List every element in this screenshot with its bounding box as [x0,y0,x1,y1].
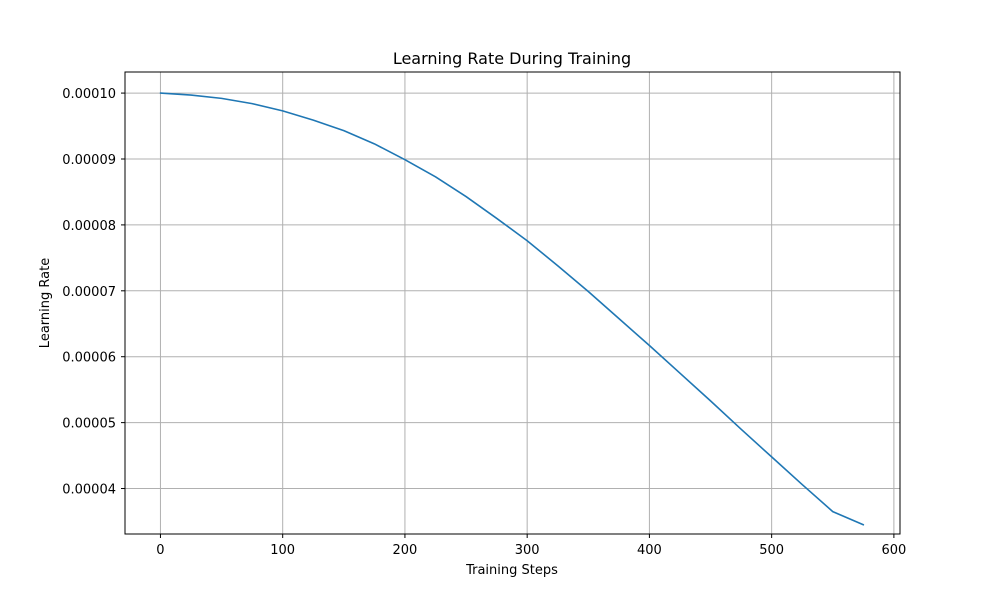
x-axis-label: Training Steps [465,563,558,578]
x-tick-label: 300 [515,543,540,558]
x-tick-label: 500 [759,543,784,558]
grid-layer [125,72,900,534]
y-axis-label: Learning Rate [38,258,53,348]
x-tick-label: 400 [637,543,662,558]
x-tick-label: 200 [393,543,418,558]
x-tick-label: 0 [156,543,164,558]
chart-title: Learning Rate During Training [393,49,631,68]
y-tick-label: 0.00009 [62,153,116,168]
x-tick-label: 600 [881,543,906,558]
tick-layer: 0 100 200 300 400 500 600 0.00004 0.00005 0.00006… [62,87,906,558]
plot-frame [124,71,901,535]
x-tick-label: 100 [270,543,295,558]
y-tick-label: 0.00008 [62,219,116,234]
series-layer [159,92,865,526]
y-tick-label: 0.00004 [62,483,116,498]
y-tick-label: 0.00005 [62,417,116,432]
y-tick-label: 0.00007 [62,285,116,300]
y-tick-label: 0.00010 [62,87,116,102]
y-tick-label: 0.00006 [62,351,116,366]
learning-rate-series-line [159,92,865,526]
